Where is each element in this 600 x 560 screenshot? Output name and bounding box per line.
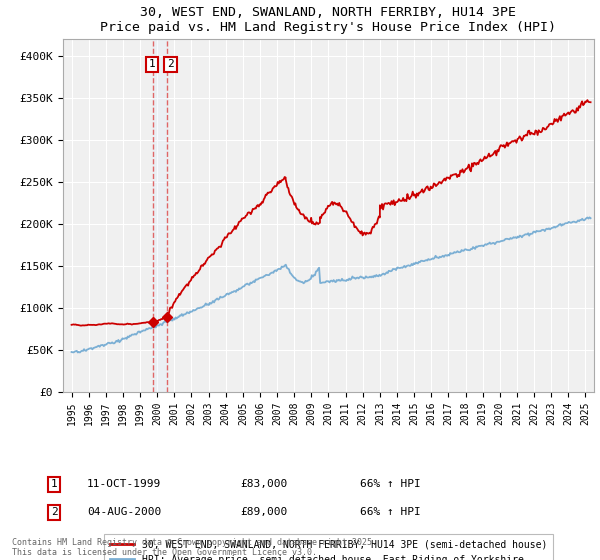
Text: 2: 2: [50, 507, 58, 517]
Text: 66% ↑ HPI: 66% ↑ HPI: [360, 479, 421, 489]
Text: £83,000: £83,000: [240, 479, 287, 489]
Text: 1: 1: [148, 59, 155, 69]
Text: £89,000: £89,000: [240, 507, 287, 517]
Text: 2: 2: [167, 59, 174, 69]
Text: 1: 1: [50, 479, 58, 489]
Text: 66% ↑ HPI: 66% ↑ HPI: [360, 507, 421, 517]
Legend: 30, WEST END, SWANLAND, NORTH FERRIBY, HU14 3PE (semi-detached house), HPI: Aver: 30, WEST END, SWANLAND, NORTH FERRIBY, H…: [104, 534, 553, 560]
Text: 04-AUG-2000: 04-AUG-2000: [87, 507, 161, 517]
Bar: [154, 39, 167, 392]
Title: 30, WEST END, SWANLAND, NORTH FERRIBY, HU14 3PE
Price paid vs. HM Land Registry': 30, WEST END, SWANLAND, NORTH FERRIBY, H…: [101, 6, 557, 34]
Text: 11-OCT-1999: 11-OCT-1999: [87, 479, 161, 489]
Text: Contains HM Land Registry data © Crown copyright and database right 2025.
This d: Contains HM Land Registry data © Crown c…: [12, 538, 377, 557]
